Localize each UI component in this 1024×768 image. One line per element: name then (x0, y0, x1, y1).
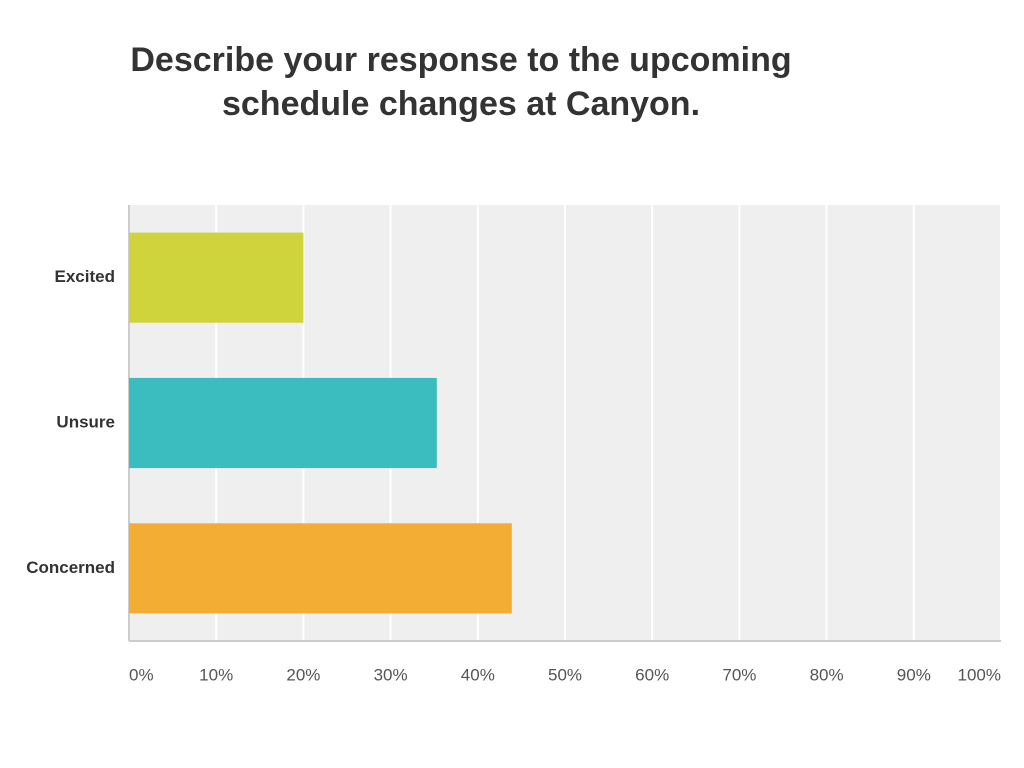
x-tick-label: 90% (897, 665, 931, 684)
bar (129, 377, 437, 469)
y-tick-label: Unsure (56, 412, 115, 431)
x-tick-label: 60% (635, 665, 669, 684)
x-tick-label: 70% (722, 665, 756, 684)
x-tick-label: 100% (958, 665, 1001, 684)
x-tick-label: 30% (374, 665, 408, 684)
x-tick-label: 40% (461, 665, 495, 684)
bar (129, 523, 512, 614)
x-tick-label: 10% (199, 665, 233, 684)
chart-title: Describe your response to the upcoming s… (130, 41, 792, 123)
x-tick-label: 20% (286, 665, 320, 684)
x-tick-label: 80% (810, 665, 844, 684)
y-tick-label: Concerned (26, 558, 115, 577)
bar (129, 232, 304, 323)
x-tick-label: 0% (129, 665, 154, 684)
y-tick-label: Excited (55, 267, 115, 286)
x-tick-label: 50% (548, 665, 582, 684)
